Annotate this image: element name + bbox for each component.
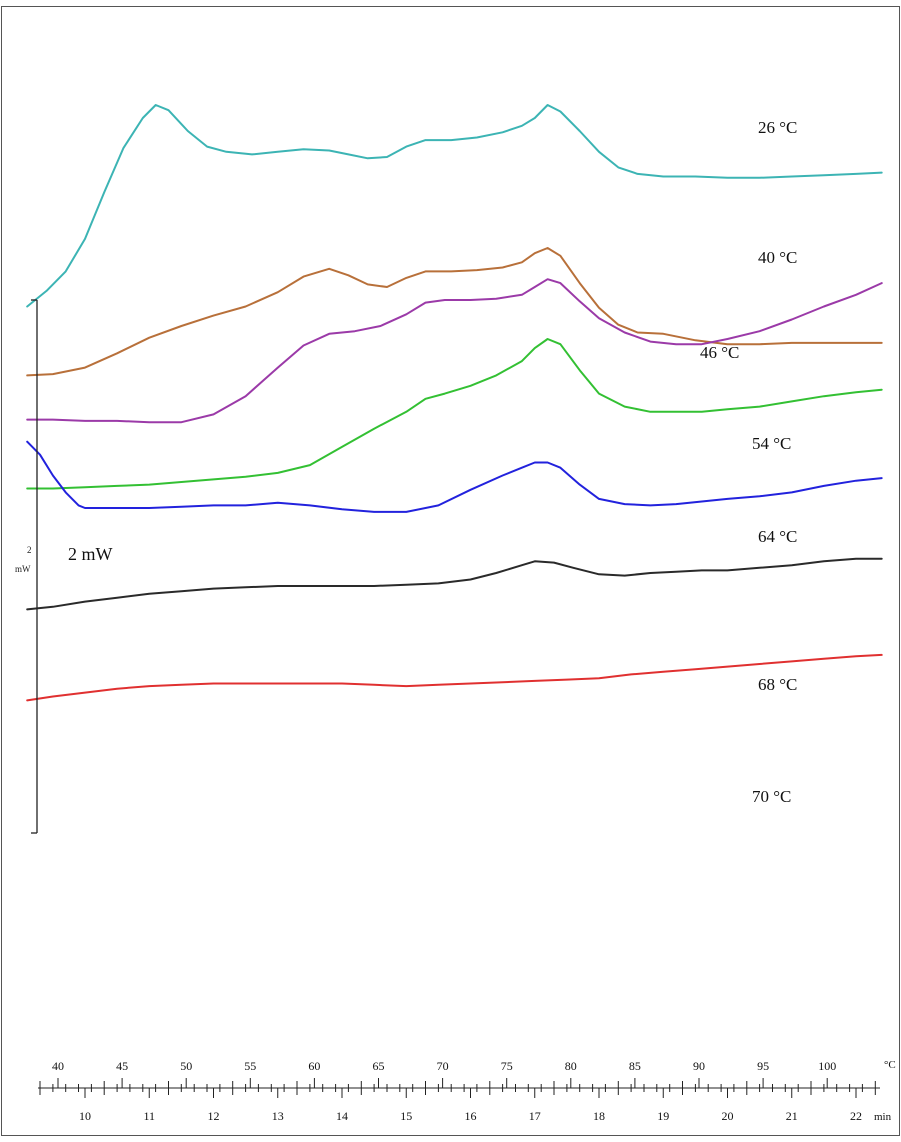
curve-label-70: 70 °C — [752, 787, 791, 806]
series-46-line — [26, 278, 883, 424]
temperature-tick-label: 60 — [308, 1059, 320, 1073]
temperature-tick-label: 65 — [373, 1059, 385, 1073]
temperature-tick-label: 95 — [757, 1059, 769, 1073]
series-70-line — [26, 653, 883, 702]
scale-mark-number: 2 — [27, 545, 32, 555]
series-64-line — [26, 440, 883, 513]
time-tick-label: 17 — [529, 1109, 541, 1123]
time-tick-label: 18 — [593, 1109, 605, 1123]
scale-bar: 2 mW 2 mW — [15, 299, 113, 834]
time-unit-label: min — [874, 1111, 892, 1123]
time-tick-label: 11 — [143, 1109, 155, 1123]
time-tick-label: 21 — [786, 1109, 798, 1123]
temperature-tick-label: 80 — [565, 1059, 577, 1073]
time-tick-label: 15 — [400, 1109, 412, 1123]
temperature-tick-label: 100 — [818, 1059, 836, 1073]
temperature-tick-label: 85 — [629, 1059, 641, 1073]
curve-label-46: 46 °C — [700, 343, 739, 362]
time-tick-label: 22 — [850, 1109, 862, 1123]
time-ticks: 10 11 12 13 14 15 16 17 18 19 20 21 22 — [79, 1088, 862, 1123]
minor-ticks — [39, 1081, 876, 1095]
time-tick-label: 10 — [79, 1109, 91, 1123]
plot-frame — [1, 6, 900, 1136]
curve-label-68: 68 °C — [758, 675, 797, 694]
series-40-line — [26, 247, 883, 377]
temperature-tick-label: 40 — [52, 1059, 64, 1073]
scale-mark-unit: mW — [15, 564, 31, 574]
temperature-tick-label: 70 — [437, 1059, 449, 1073]
series-54-line — [26, 338, 883, 490]
series-68-line — [26, 557, 883, 611]
series-26-line — [26, 104, 883, 308]
temperature-ticks: 40 45 50 55 60 65 70 75 80 85 90 95 100 — [52, 1059, 836, 1088]
time-tick-label: 14 — [336, 1109, 348, 1123]
time-tick-label: 16 — [465, 1109, 477, 1123]
temperature-tick-label: 75 — [501, 1059, 513, 1073]
curve-label-40: 40 °C — [758, 248, 797, 267]
temperature-tick-label: 45 — [116, 1059, 128, 1073]
time-tick-label: 20 — [722, 1109, 734, 1123]
time-tick-label: 12 — [208, 1109, 220, 1123]
temperature-tick-label: 90 — [693, 1059, 705, 1073]
dual-axis: 40 45 50 55 60 65 70 75 80 85 90 95 100 10 11 12 13 14 15… — [38, 1059, 896, 1123]
curves-layer — [26, 104, 883, 702]
curve-label-64: 64 °C — [758, 527, 797, 546]
curve-labels-layer: 26 °C 40 °C 46 °C 54 °C 64 °C 68 °C 70 °C — [700, 118, 797, 806]
curve-label-26: 26 °C — [758, 118, 797, 137]
temperature-tick-label: 50 — [180, 1059, 192, 1073]
temperature-tick-label: 55 — [244, 1059, 256, 1073]
time-tick-label: 13 — [272, 1109, 284, 1123]
time-tick-label: 19 — [657, 1109, 669, 1123]
temperature-unit-label: °C — [884, 1059, 896, 1071]
curve-label-54: 54 °C — [752, 434, 791, 453]
scale-bar-label: 2 mW — [68, 544, 113, 564]
